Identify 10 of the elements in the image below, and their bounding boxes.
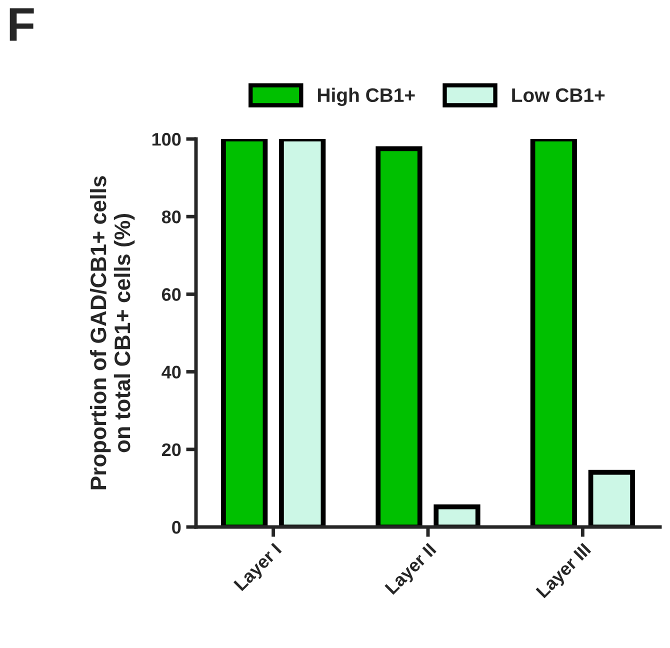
y-tick-label: 40: [162, 366, 181, 379]
y-tick-label: 80: [162, 210, 181, 224]
y-axis-title: Proportion of GAD/CB1+ cells on total CB1+ cells (%): [90, 176, 135, 490]
y-tick-label: 100: [152, 132, 181, 146]
y-tick-label: 20: [162, 443, 181, 456]
legend-label: High CB1+: [318, 88, 415, 106]
legend-label: Low CB1+: [512, 88, 605, 102]
y-tick-label: 60: [162, 288, 181, 301]
text: F: [10, 8, 34, 41]
y-tick-label: 0: [172, 520, 181, 534]
